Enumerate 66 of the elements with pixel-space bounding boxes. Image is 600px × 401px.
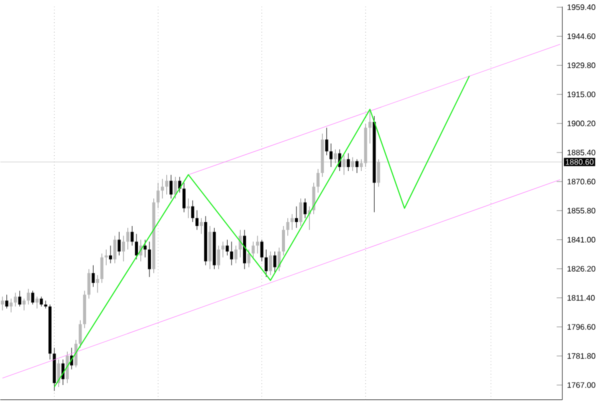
candlestick — [334, 149, 337, 164]
candlestick — [304, 198, 307, 218]
candlestick — [355, 158, 358, 174]
candlestick — [174, 176, 177, 199]
candlestick — [273, 251, 276, 274]
candlestick — [260, 239, 264, 262]
candlestick — [14, 292, 17, 307]
candlestick — [299, 198, 302, 226]
candlestick — [377, 158, 380, 187]
candlestick — [330, 143, 333, 168]
candlestick — [31, 290, 34, 305]
candlestick — [122, 235, 126, 262]
candlestick — [286, 218, 290, 236]
candlestick — [148, 241, 151, 278]
candlestick — [22, 298, 26, 311]
candlestick — [360, 158, 363, 172]
candlestick — [109, 245, 112, 264]
candlestick — [195, 210, 199, 230]
candlestick — [294, 206, 298, 228]
candlestick — [36, 296, 39, 309]
candlestick — [10, 298, 13, 313]
candlestick — [226, 239, 229, 256]
candlestick — [368, 110, 372, 144]
candlestick — [290, 214, 294, 230]
candlestick — [96, 274, 100, 293]
candlestick — [264, 249, 268, 278]
line-series — [54, 75, 470, 388]
candlestick — [92, 264, 95, 288]
candlestick — [18, 290, 22, 307]
candlestick — [234, 245, 238, 264]
candlestick — [200, 218, 203, 234]
candlestick — [66, 351, 69, 384]
candlestick — [40, 296, 43, 307]
candlestick — [186, 198, 190, 218]
candlestick — [165, 174, 168, 195]
candlestick — [256, 235, 260, 254]
candlestick — [160, 178, 164, 199]
candlestick — [182, 182, 186, 212]
candlestick — [130, 226, 134, 246]
candlestick — [134, 234, 138, 260]
candlestick — [247, 249, 250, 268]
candlestick — [191, 200, 194, 222]
candlestick — [282, 226, 285, 256]
candlestick — [170, 174, 173, 199]
candlestick — [113, 235, 116, 264]
candlestick — [156, 182, 160, 209]
candlestick — [5, 294, 8, 309]
candlestick — [26, 288, 30, 305]
candlestick — [351, 156, 354, 172]
candlestick — [104, 249, 108, 266]
candlestick — [126, 228, 130, 250]
candlestick — [316, 168, 320, 193]
candlestick — [268, 251, 272, 276]
candlestick — [118, 232, 121, 256]
candlestick — [325, 127, 328, 156]
candlestick — [144, 239, 147, 258]
candlestick — [87, 268, 90, 299]
candlestick — [100, 253, 104, 284]
candlestick — [312, 182, 316, 214]
candlestick — [346, 152, 350, 172]
candlestick — [342, 154, 346, 176]
candlestick — [252, 241, 255, 260]
candlestick — [78, 320, 82, 348]
candlestick — [221, 241, 224, 258]
candlestick — [230, 241, 234, 266]
candlestick — [217, 245, 220, 270]
